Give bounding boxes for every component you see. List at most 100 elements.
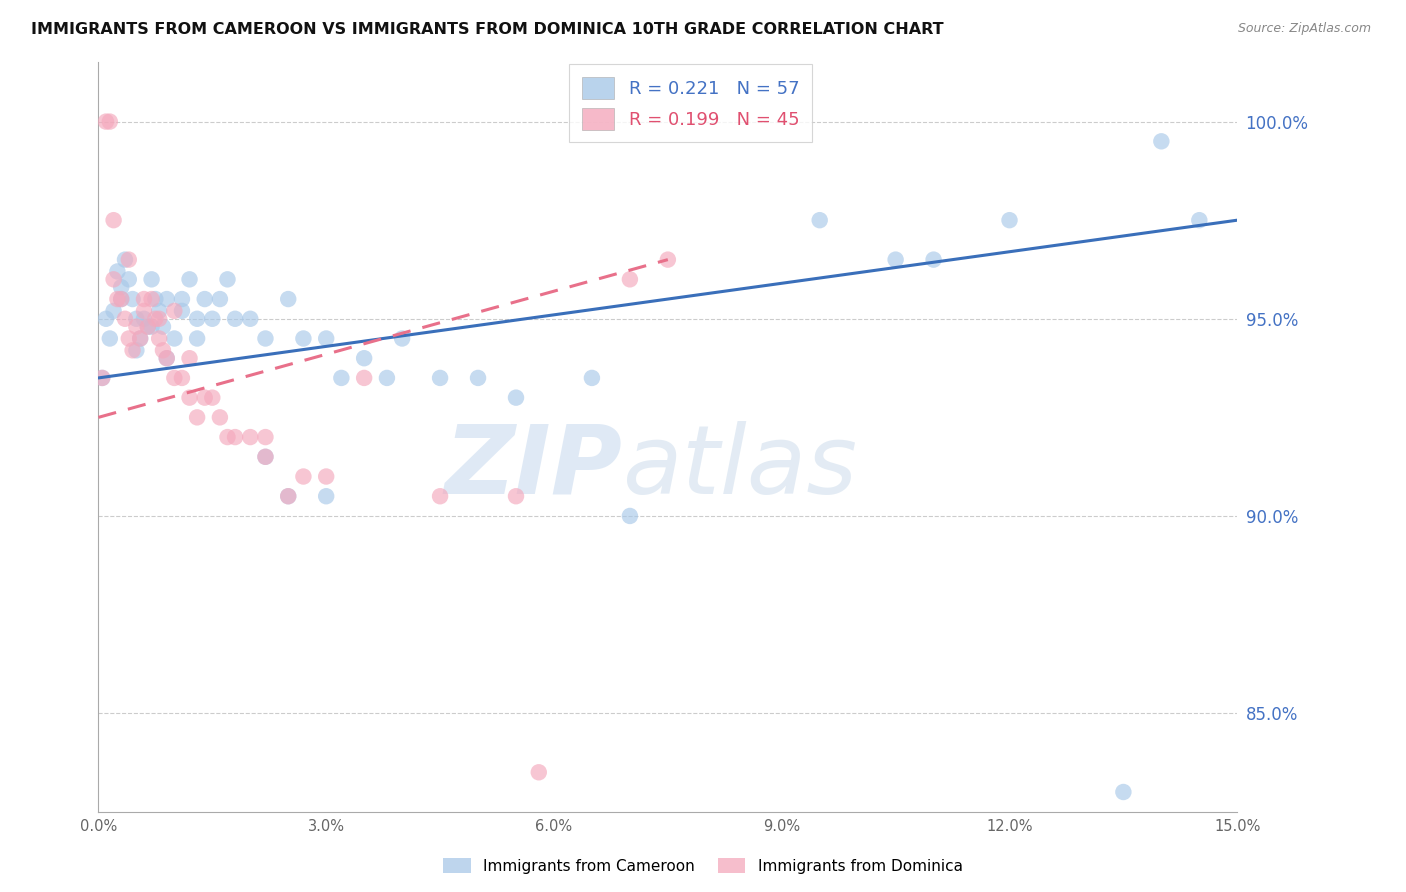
Point <box>156 351 179 366</box>
Point <box>217 272 239 286</box>
Point <box>170 371 193 385</box>
Point <box>125 311 148 326</box>
Point <box>1150 134 1173 148</box>
Point <box>292 331 315 345</box>
Point <box>581 371 603 385</box>
Point <box>657 252 679 267</box>
Point <box>136 319 159 334</box>
Point <box>121 292 143 306</box>
Point <box>94 311 117 326</box>
Point <box>170 304 193 318</box>
Point <box>619 272 641 286</box>
Legend: R = 0.221   N = 57, R = 0.199   N = 45: R = 0.221 N = 57, R = 0.199 N = 45 <box>569 64 813 143</box>
Point <box>118 331 141 345</box>
Point <box>201 311 224 326</box>
Point <box>98 114 121 128</box>
Point <box>152 343 174 358</box>
Point <box>170 292 193 306</box>
Point <box>619 508 641 523</box>
Point <box>277 489 299 503</box>
Point <box>156 351 179 366</box>
Point <box>277 489 299 503</box>
Point <box>1188 213 1211 227</box>
Point <box>505 391 527 405</box>
Point <box>224 311 246 326</box>
Point <box>808 213 831 227</box>
Point <box>186 331 208 345</box>
Point <box>208 292 231 306</box>
Point <box>201 391 224 405</box>
Point <box>148 331 170 345</box>
Point <box>254 450 277 464</box>
Point <box>103 272 125 286</box>
Point <box>148 311 170 326</box>
Point <box>353 351 375 366</box>
Point <box>107 292 129 306</box>
Point <box>186 311 208 326</box>
Point <box>315 469 337 483</box>
Point <box>118 252 141 267</box>
Point <box>148 304 170 318</box>
Point <box>132 304 155 318</box>
Point <box>94 114 117 128</box>
Point <box>998 213 1021 227</box>
Point <box>254 450 277 464</box>
Point <box>163 304 186 318</box>
Text: ZIP: ZIP <box>444 420 623 514</box>
Point <box>194 391 217 405</box>
Point <box>107 264 129 278</box>
Point <box>353 371 375 385</box>
Point <box>98 331 121 345</box>
Point <box>141 272 163 286</box>
Point <box>884 252 907 267</box>
Point <box>254 331 277 345</box>
Point <box>391 331 413 345</box>
Point <box>239 430 262 444</box>
Legend: Immigrants from Cameroon, Immigrants from Dominica: Immigrants from Cameroon, Immigrants fro… <box>437 852 969 880</box>
Point <box>125 343 148 358</box>
Point <box>118 272 141 286</box>
Text: atlas: atlas <box>623 420 858 514</box>
Point <box>467 371 489 385</box>
Point <box>125 319 148 334</box>
Point <box>208 410 231 425</box>
Point <box>103 304 125 318</box>
Point <box>375 371 398 385</box>
Point <box>110 292 132 306</box>
Point <box>129 331 152 345</box>
Point <box>194 292 217 306</box>
Point <box>179 351 201 366</box>
Point <box>315 489 337 503</box>
Point <box>145 311 167 326</box>
Point <box>254 430 277 444</box>
Point <box>114 311 136 326</box>
Point <box>239 311 262 326</box>
Point <box>505 489 527 503</box>
Point <box>152 319 174 334</box>
Point <box>110 292 132 306</box>
Point <box>224 430 246 444</box>
Point <box>1112 785 1135 799</box>
Point <box>110 280 132 294</box>
Point <box>91 371 114 385</box>
Point <box>163 331 186 345</box>
Text: Source: ZipAtlas.com: Source: ZipAtlas.com <box>1237 22 1371 36</box>
Point <box>429 489 451 503</box>
Point <box>163 371 186 385</box>
Point <box>292 469 315 483</box>
Text: IMMIGRANTS FROM CAMEROON VS IMMIGRANTS FROM DOMINICA 10TH GRADE CORRELATION CHAR: IMMIGRANTS FROM CAMEROON VS IMMIGRANTS F… <box>31 22 943 37</box>
Point <box>121 343 143 358</box>
Point <box>132 311 155 326</box>
Point <box>315 331 337 345</box>
Point <box>103 213 125 227</box>
Point <box>330 371 353 385</box>
Point <box>141 319 163 334</box>
Point <box>132 292 155 306</box>
Point <box>91 371 114 385</box>
Point <box>129 331 152 345</box>
Point <box>186 410 208 425</box>
Point <box>114 252 136 267</box>
Point <box>179 272 201 286</box>
Point <box>179 391 201 405</box>
Point <box>429 371 451 385</box>
